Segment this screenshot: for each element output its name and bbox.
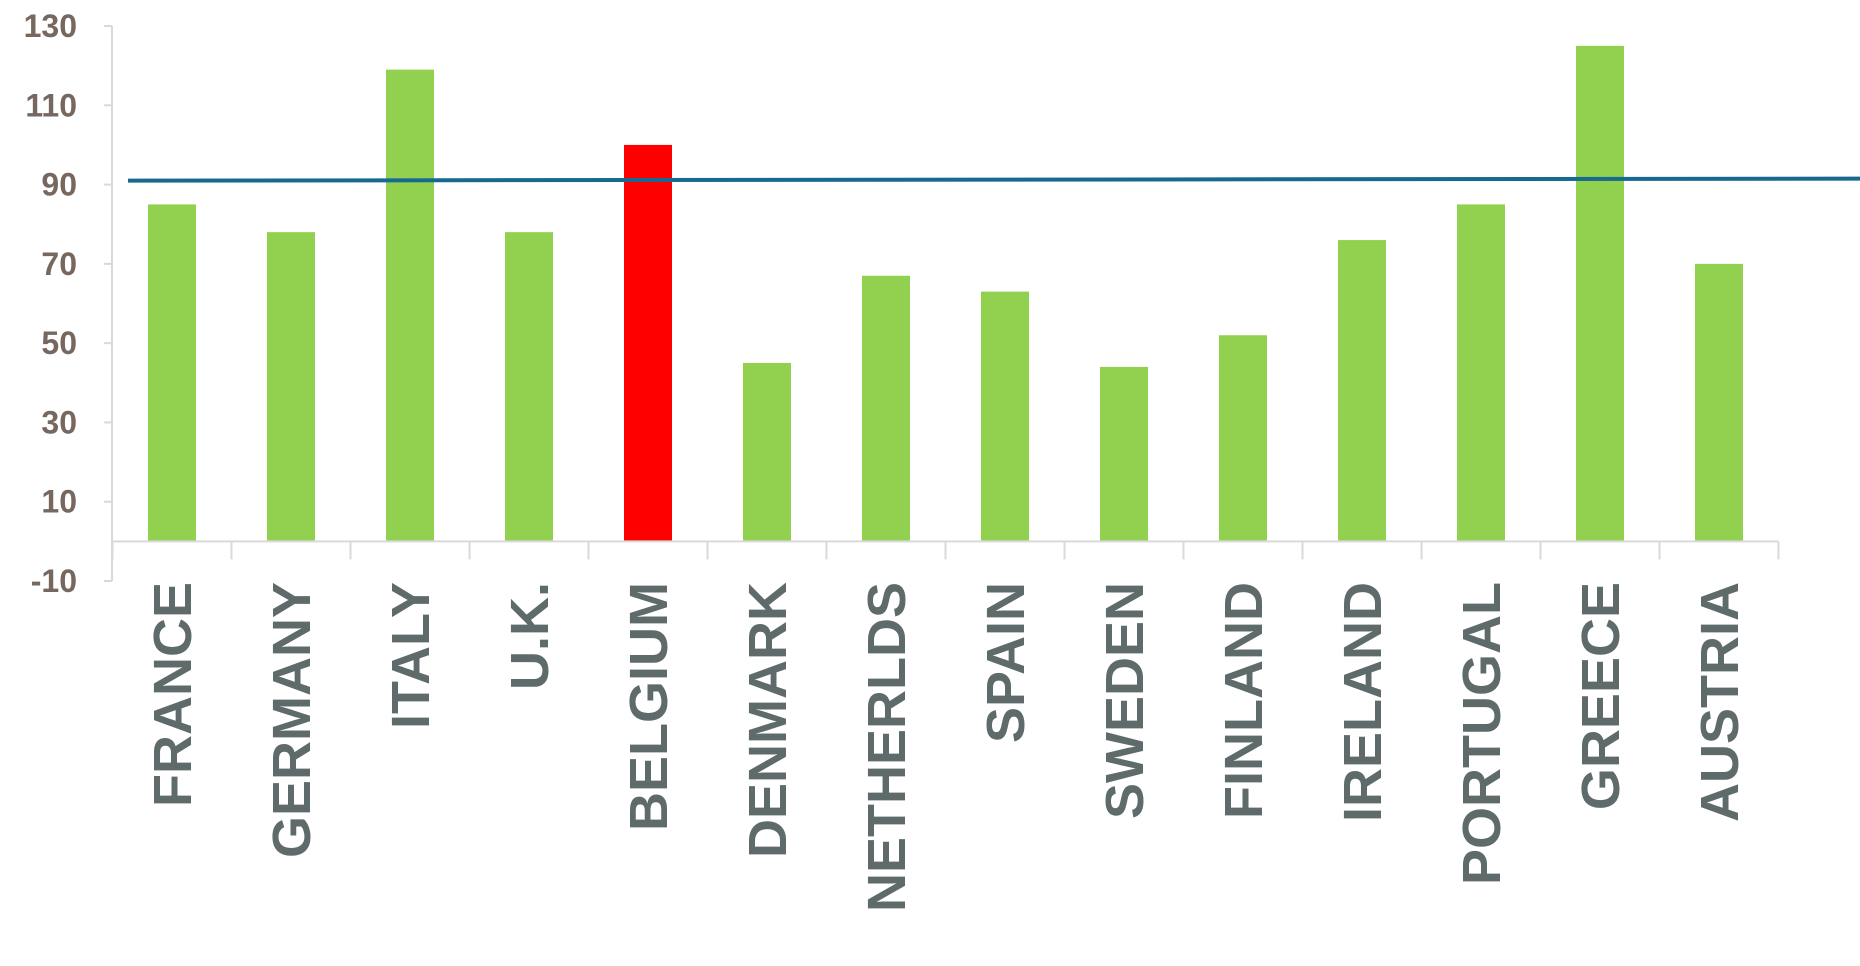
bar-netherlds (862, 275, 910, 542)
bar-austria (1695, 263, 1743, 542)
x-tick-label: NETHERLDS (857, 582, 917, 912)
x-tick-label: GREECE (1571, 582, 1631, 810)
x-tick-label: IRELAND (1333, 582, 1393, 822)
bar-italy (386, 69, 434, 542)
axes (104, 25, 1780, 582)
y-tick-label: -10 (31, 563, 77, 599)
bar-ireland (1338, 240, 1386, 542)
x-tick-label: FRANCE (143, 582, 203, 807)
x-tick-label: SWEDEN (1095, 582, 1155, 819)
y-tick-label: 110 (25, 87, 77, 123)
reference-line-group (127, 176, 1860, 183)
reference-line (127, 176, 1860, 183)
bar-denmark (743, 362, 791, 542)
y-axis-tick-labels: 130 110 90 70 50 30 10 -10 (24, 8, 77, 599)
y-tick-label: 90 (41, 167, 77, 203)
x-tick-label: ITALY (381, 582, 441, 729)
bar-france (148, 204, 196, 542)
x-tick-label: DENMARK (738, 582, 798, 858)
x-tick-label: BELGIUM (619, 582, 679, 831)
x-tick-label: FINLAND (1214, 582, 1274, 819)
y-tick-label: 10 (41, 484, 77, 520)
x-tick-label: GERMANY (262, 582, 322, 858)
bar-finland (1219, 335, 1267, 542)
y-tick-label: 70 (41, 246, 77, 282)
x-tick-label: AUSTRIA (1690, 582, 1750, 822)
y-tick-label: 130 (24, 8, 77, 44)
bar-belgium (624, 144, 672, 542)
bar-spain (981, 291, 1029, 542)
bar-sweden (1100, 366, 1148, 542)
x-axis-tick-labels: FRANCE GERMANY ITALY U.K. BELGIUM DENMARK NETH… (143, 582, 1750, 912)
bar-germany (267, 232, 315, 542)
y-tick-label: 30 (41, 404, 77, 440)
bars (148, 45, 1743, 542)
bar-portugal (1457, 204, 1505, 542)
bar-uk (505, 232, 553, 542)
x-tick-label: SPAIN (976, 582, 1036, 743)
y-tick-label: 50 (41, 325, 77, 361)
x-tick-label: U.K. (500, 582, 560, 690)
bar-greece (1576, 45, 1624, 542)
x-tick-label: PORTUGAL (1452, 582, 1512, 885)
